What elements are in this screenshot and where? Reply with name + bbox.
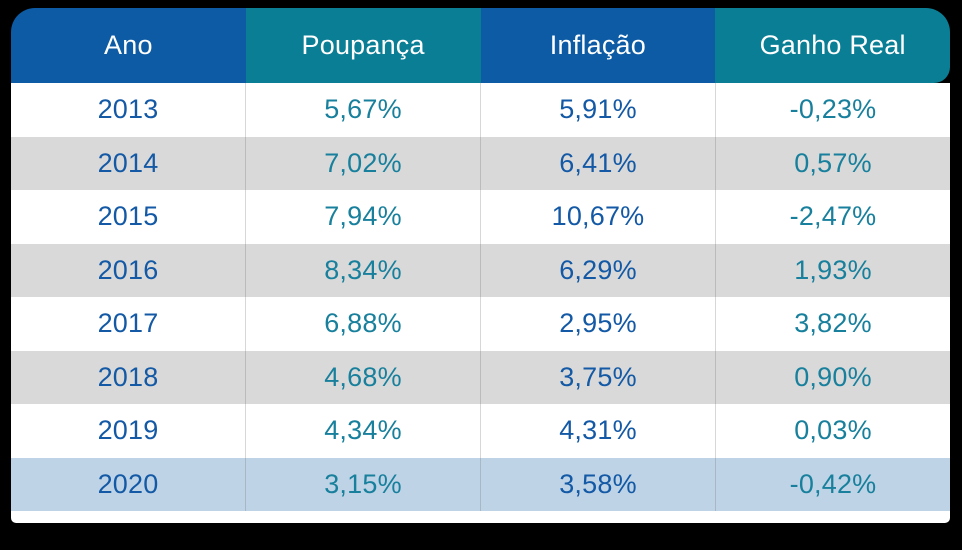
value-cell: 0,90% — [794, 361, 872, 392]
value-cell: 1,93% — [794, 254, 872, 285]
value-cell: 4,31% — [481, 404, 716, 458]
year-cell: 2013 — [11, 83, 246, 137]
table-row: 2019 4,34% 4,31% 0,03% — [11, 404, 950, 458]
year-cell: 2014 — [11, 136, 246, 190]
value-cell: 7,94% — [246, 190, 481, 244]
table-row: 2020 3,15% 3,58% -0,42% — [11, 457, 950, 511]
table-row: 2017 6,88% 2,95% 3,82% — [11, 297, 950, 351]
value-cell: 6,88% — [246, 297, 481, 351]
value-cell: 6,41% — [481, 136, 716, 190]
year-cell: 2019 — [11, 404, 246, 458]
value-cell: 3,75% — [481, 350, 716, 404]
table-row: 2013 5,67% 5,91% -0,23% — [11, 83, 950, 137]
value-cell: 8,34% — [246, 243, 481, 297]
column-header-ano: Ano — [11, 8, 246, 83]
column-header-ganho-real: Ganho Real — [715, 8, 950, 83]
column-header-inflacao: Inflação — [480, 8, 716, 83]
column-header-poupanca: Poupança — [245, 8, 481, 83]
table-body: 2013 5,67% 5,91% -0,23% 2014 7,02% 6,41% 0,57% 2… — [11, 83, 950, 523]
table-row: 2015 7,94% 10,67% -2,47% — [11, 190, 950, 244]
table-row: 2018 4,68% 3,75% 0,90% — [11, 350, 950, 404]
value-cell: 2,95% — [481, 297, 716, 351]
value-cell: 0,57% — [794, 147, 872, 178]
year-cell: 2015 — [11, 190, 246, 244]
value-cell: 3,15% — [246, 457, 481, 511]
value-cell: -0,42% — [789, 468, 877, 499]
table-row: 2016 8,34% 6,29% 1,93% — [11, 243, 950, 297]
value-cell: 4,34% — [246, 404, 481, 458]
value-cell: -0,23% — [789, 94, 877, 125]
value-cell: 3,58% — [481, 457, 716, 511]
value-cell: 7,02% — [246, 136, 481, 190]
table-header: Ano Poupança Inflação Ganho Real — [11, 8, 950, 83]
value-cell: 0,03% — [794, 415, 872, 446]
value-cell: 3,82% — [794, 308, 872, 339]
value-cell: 5,67% — [246, 83, 481, 137]
year-cell: 2016 — [11, 243, 246, 297]
value-cell: 10,67% — [481, 190, 716, 244]
value-cell: 6,29% — [481, 243, 716, 297]
value-cell: 4,68% — [246, 350, 481, 404]
value-cell: -2,47% — [789, 201, 877, 232]
year-cell: 2018 — [11, 350, 246, 404]
year-cell: 2017 — [11, 297, 246, 351]
value-cell: 5,91% — [481, 83, 716, 137]
year-cell: 2020 — [11, 457, 246, 511]
table-row: 2014 7,02% 6,41% 0,57% — [11, 136, 950, 190]
table-card: Ano Poupança Inflação Ganho Real 2013 5,6… — [11, 8, 950, 523]
